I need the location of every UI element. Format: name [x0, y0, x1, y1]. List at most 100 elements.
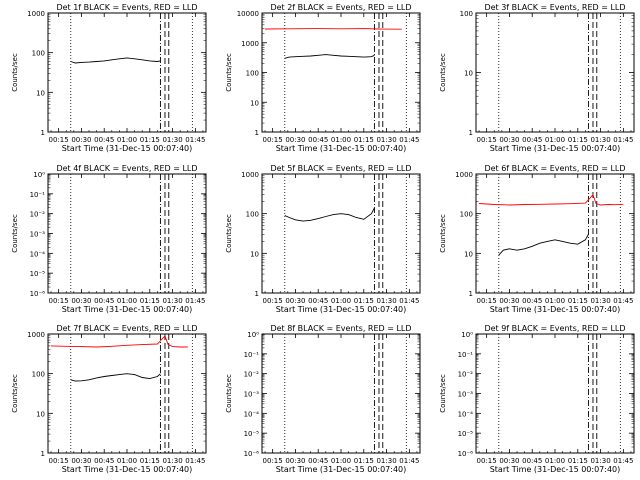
lld-series-line	[50, 334, 188, 348]
x-tick-label: 00:15	[49, 297, 69, 305]
x-tick-label: 01:15	[354, 457, 374, 465]
x-tick-label: 00:45	[94, 136, 114, 144]
x-tick-label: 01:45	[185, 136, 205, 144]
plot-frame	[475, 12, 635, 133]
x-tick-label: 01:15	[140, 136, 160, 144]
panel-title: Det 9f BLACK = Events, RED = LLD	[484, 324, 625, 333]
x-tick-label: 01:45	[399, 136, 419, 144]
x-tick-label: 01:15	[354, 136, 374, 144]
x-tick-label: 01:30	[376, 457, 396, 465]
y-tick-label: 10⁰	[33, 171, 45, 179]
y-tick-label: 10⁻⁴	[458, 410, 474, 418]
x-tick-label: 01:00	[117, 136, 137, 144]
x-tick-label: 00:45	[522, 457, 542, 465]
panel-title: Det 2f BLACK = Events, RED = LLD	[270, 3, 411, 12]
x-tick-label: 00:30	[71, 136, 91, 144]
x-tick-label: 01:00	[117, 457, 137, 465]
x-tick-label: 00:15	[477, 457, 497, 465]
y-tick-label: 10⁻⁴	[244, 410, 260, 418]
panel-title: Det 4f BLACK = Events, RED = LLD	[56, 164, 197, 173]
x-tick-label: 01:00	[545, 136, 565, 144]
y-tick-label: 10	[464, 70, 473, 78]
panel-title: Det 7f BLACK = Events, RED = LLD	[56, 324, 197, 333]
lld-series-line	[478, 193, 624, 206]
x-axis-label: Start Time (31-Dec-15 00:07:40)	[490, 144, 621, 153]
x-tick-label: 01:30	[590, 297, 610, 305]
y-tick-label: 10000	[237, 10, 259, 18]
x-tick-label: 01:30	[590, 457, 610, 465]
events-series-line	[70, 373, 161, 382]
x-tick-label: 01:30	[376, 297, 396, 305]
y-axis-label: Counts/sec	[439, 53, 447, 92]
x-tick-label: 01:45	[185, 457, 205, 465]
y-tick-label: 1	[469, 129, 473, 137]
y-tick-label: 1	[255, 129, 259, 137]
y-tick-label: 10⁻⁶	[244, 450, 260, 458]
y-tick-label: 10	[36, 410, 45, 418]
x-tick-label: 01:45	[399, 457, 419, 465]
y-tick-label: 10⁻¹	[458, 351, 474, 359]
lld-series-line	[264, 28, 402, 30]
x-tick-label: 01:15	[568, 136, 588, 144]
x-tick-label: 01:45	[399, 297, 419, 305]
events-series-line	[498, 234, 589, 256]
y-axis-label: Counts/sec	[225, 214, 233, 253]
x-tick-label: 01:45	[185, 297, 205, 305]
x-tick-label: 01:00	[331, 457, 351, 465]
panel-title: Det 1f BLACK = Events, RED = LLD	[56, 3, 197, 12]
x-axis-label: Start Time (31-Dec-15 00:07:40)	[490, 305, 621, 314]
y-tick-label: 1	[469, 290, 473, 298]
x-tick-label: 01:30	[162, 136, 182, 144]
y-tick-label: 10⁻⁴	[30, 250, 46, 258]
x-tick-label: 01:45	[613, 297, 633, 305]
x-tick-label: 01:30	[162, 297, 182, 305]
x-tick-label: 01:15	[568, 297, 588, 305]
y-tick-label: 1	[41, 129, 45, 137]
x-tick-label: 01:15	[140, 297, 160, 305]
y-tick-label: 10	[250, 250, 259, 258]
x-tick-label: 01:00	[545, 297, 565, 305]
y-tick-label: 10	[250, 99, 259, 107]
plot-frame	[475, 333, 635, 454]
y-tick-label: 10⁻²	[244, 371, 260, 379]
x-tick-label: 00:15	[263, 457, 283, 465]
x-tick-label: 01:45	[613, 457, 633, 465]
y-tick-label: 10	[36, 89, 45, 97]
y-axis-label: Counts/sec	[11, 374, 19, 413]
y-tick-label: 10⁻⁶	[458, 450, 474, 458]
panel-title: Det 3f BLACK = Events, RED = LLD	[484, 3, 625, 12]
panel-title: Det 5f BLACK = Events, RED = LLD	[270, 164, 411, 173]
x-tick-label: 00:30	[285, 136, 305, 144]
x-axis-label: Start Time (31-Dec-15 00:07:40)	[490, 465, 621, 474]
x-axis-label: Start Time (31-Dec-15 00:07:40)	[276, 144, 407, 153]
x-tick-label: 00:15	[263, 136, 283, 144]
x-tick-label: 00:45	[522, 136, 542, 144]
x-tick-label: 00:15	[263, 297, 283, 305]
x-tick-label: 01:00	[117, 297, 137, 305]
x-axis-label: Start Time (31-Dec-15 00:07:40)	[276, 305, 407, 314]
x-tick-label: 00:45	[308, 136, 328, 144]
panel-det-7f: Det 7f BLACK = Events, RED = LLD 00:15 00:…	[11, 324, 207, 474]
y-tick-label: 100	[246, 70, 259, 78]
y-tick-label: 10⁻²	[458, 371, 474, 379]
x-axis-label: Start Time (31-Dec-15 00:07:40)	[62, 465, 193, 474]
x-tick-label: 01:00	[545, 457, 565, 465]
y-tick-label: 10⁻⁵	[244, 430, 260, 438]
y-tick-label: 1000	[27, 10, 45, 18]
y-tick-label: 1000	[455, 171, 473, 179]
y-tick-label: 10⁻³	[244, 391, 260, 399]
plot-frame	[261, 173, 421, 294]
y-tick-label: 100	[460, 211, 473, 219]
x-tick-label: 00:45	[94, 297, 114, 305]
x-tick-label: 00:30	[285, 457, 305, 465]
x-tick-label: 00:15	[477, 297, 497, 305]
x-tick-label: 00:45	[308, 457, 328, 465]
x-tick-label: 01:15	[354, 297, 374, 305]
x-tick-label: 00:30	[499, 457, 519, 465]
x-tick-label: 00:45	[94, 457, 114, 465]
y-tick-label: 10⁻¹	[244, 351, 260, 359]
x-tick-label: 00:15	[49, 457, 69, 465]
